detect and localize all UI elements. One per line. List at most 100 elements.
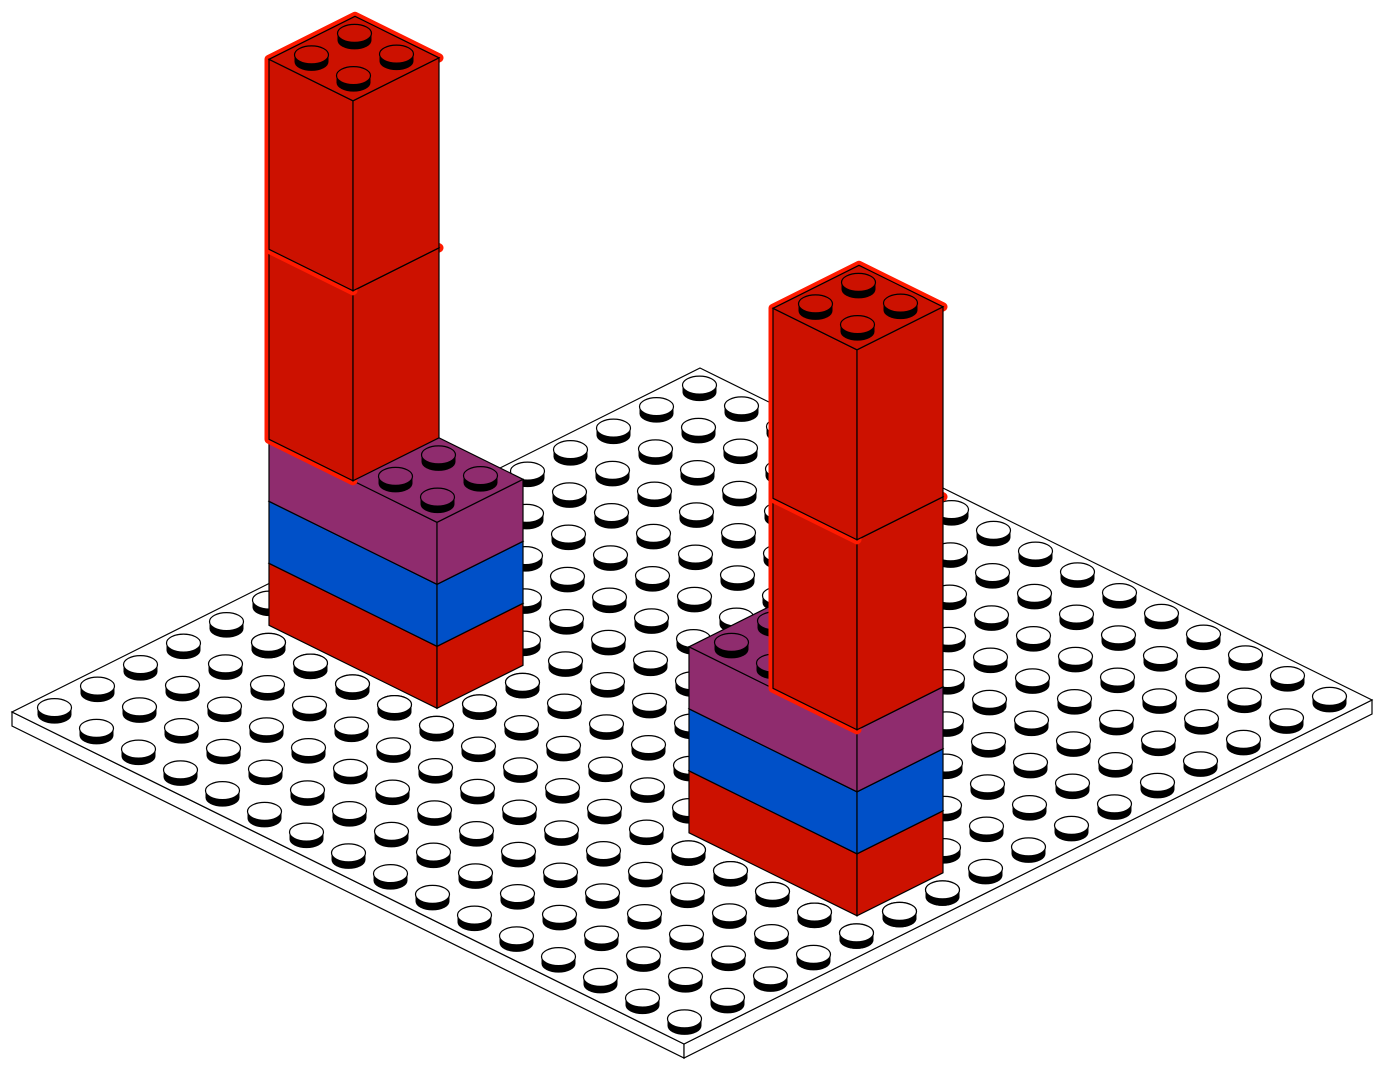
- stud-top: [975, 520, 1012, 540]
- stud: [79, 676, 116, 703]
- stud-top: [290, 738, 327, 758]
- stud-top: [630, 735, 667, 755]
- stud: [1227, 645, 1264, 671]
- stud: [584, 883, 621, 909]
- stud-top: [499, 884, 536, 904]
- stud: [585, 841, 622, 867]
- stud: [548, 609, 585, 635]
- stud-top: [631, 692, 668, 712]
- stud-top: [638, 397, 675, 417]
- stud-top: [502, 757, 539, 777]
- stud: [374, 779, 411, 806]
- stud-top: [969, 774, 1006, 794]
- stud-top: [544, 778, 581, 798]
- stud-top: [543, 820, 580, 840]
- stud-top: [332, 758, 369, 778]
- stud-top: [330, 843, 367, 863]
- stud: [972, 647, 1009, 674]
- stud-top: [713, 632, 750, 652]
- stud: [840, 272, 877, 299]
- stud: [375, 737, 412, 763]
- stud-top: [549, 566, 586, 586]
- stud: [1053, 815, 1090, 842]
- stud-top: [881, 901, 918, 921]
- stud-top: [122, 655, 159, 675]
- stud: [624, 988, 661, 1015]
- stud: [550, 524, 587, 551]
- stud: [334, 674, 371, 700]
- stud-top: [500, 841, 537, 861]
- stud: [163, 718, 200, 744]
- stud-top: [414, 884, 451, 904]
- stud-top: [420, 445, 457, 465]
- stud: [335, 66, 372, 92]
- stud-top: [667, 967, 704, 987]
- stud-top: [974, 563, 1011, 583]
- stud: [969, 774, 1006, 800]
- stud-top: [591, 587, 628, 607]
- stud: [293, 45, 330, 71]
- stud-top: [972, 647, 1009, 667]
- stud: [971, 689, 1008, 716]
- stud-top: [546, 693, 583, 713]
- stud-top: [372, 864, 409, 884]
- stud-top: [335, 66, 372, 86]
- stud: [1017, 541, 1054, 568]
- stud: [249, 675, 286, 701]
- stud: [795, 944, 832, 971]
- stud: [1014, 668, 1051, 694]
- stud-top: [552, 440, 589, 460]
- stud-top: [1015, 626, 1052, 646]
- stud-top: [540, 947, 577, 967]
- stud: [459, 778, 496, 805]
- stud: [635, 523, 672, 550]
- stud-top: [1182, 751, 1219, 771]
- stud: [1054, 773, 1091, 800]
- stud-top: [1268, 708, 1305, 728]
- stud: [1140, 730, 1177, 757]
- stud-top: [1227, 645, 1264, 665]
- stud: [1012, 752, 1049, 779]
- stud-top: [503, 715, 540, 735]
- stud: [541, 904, 578, 931]
- stud-top: [36, 698, 73, 718]
- stud-top: [722, 438, 759, 458]
- stud-top: [882, 293, 919, 313]
- stud: [1097, 752, 1134, 778]
- stud: [288, 822, 325, 849]
- stud: [676, 586, 713, 613]
- stud: [630, 735, 667, 761]
- stud-top: [374, 779, 411, 799]
- stud-top: [1183, 709, 1220, 729]
- stud: [503, 715, 540, 741]
- stud: [713, 632, 750, 659]
- stud: [753, 924, 790, 950]
- stud-top: [1225, 729, 1262, 749]
- stud: [336, 23, 373, 50]
- stud: [378, 44, 415, 71]
- stud-top: [208, 612, 245, 632]
- stud-top: [679, 460, 716, 480]
- stud-top: [840, 272, 877, 292]
- stud-top: [711, 903, 748, 923]
- stud-top: [417, 758, 454, 778]
- stud: [637, 439, 674, 465]
- stud: [332, 758, 369, 785]
- stud: [1311, 686, 1348, 713]
- stud-top: [589, 672, 626, 692]
- stud: [587, 756, 624, 783]
- stud: [583, 925, 620, 952]
- stud: [1011, 795, 1048, 821]
- stud: [882, 293, 919, 320]
- stud: [680, 417, 717, 444]
- stud-top: [501, 799, 538, 819]
- stud: [330, 843, 367, 869]
- stud-top: [1013, 710, 1050, 730]
- stud: [1185, 624, 1222, 651]
- stud-top: [720, 523, 757, 543]
- stud: [1059, 562, 1096, 588]
- stud-top: [542, 862, 579, 882]
- stud: [678, 502, 715, 528]
- stud: [679, 460, 716, 486]
- stud-top: [594, 460, 631, 480]
